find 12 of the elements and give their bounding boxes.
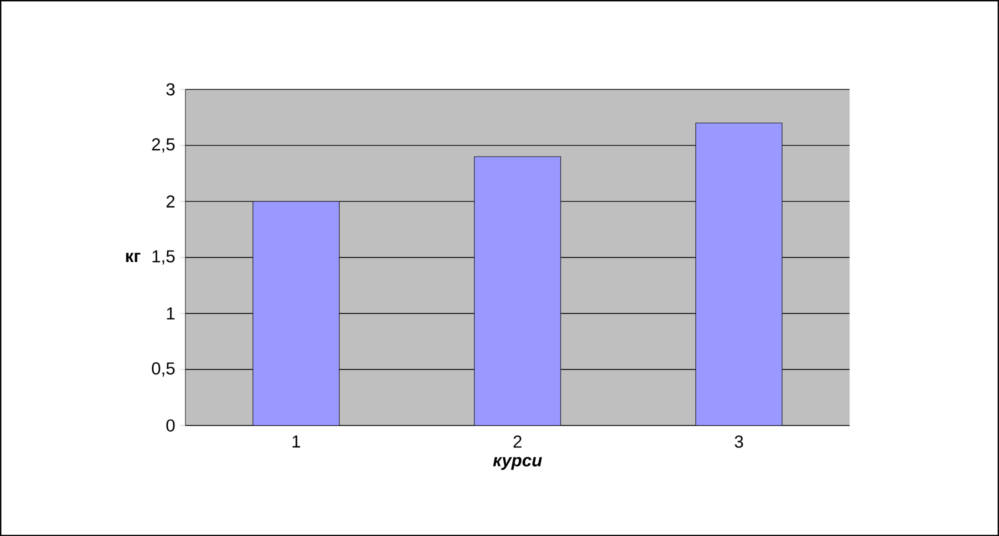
y-tick-label: 1,5 [152, 250, 175, 264]
y-tick-label: 3 [166, 83, 175, 96]
y-tick-label: 0 [166, 419, 175, 432]
y-axis-title: кг [126, 252, 140, 262]
x-tick-label: 2 [514, 435, 522, 448]
x-tick-label: 1 [292, 435, 300, 448]
x-axis-title: курси [493, 456, 542, 470]
y-tick-label: 1 [167, 307, 175, 320]
y-tick-label: 2,5 [152, 138, 175, 152]
y-tick-label: 0,5 [152, 362, 175, 377]
y-tick-label: 2 [166, 195, 174, 208]
x-tick-label: 3 [734, 435, 743, 448]
